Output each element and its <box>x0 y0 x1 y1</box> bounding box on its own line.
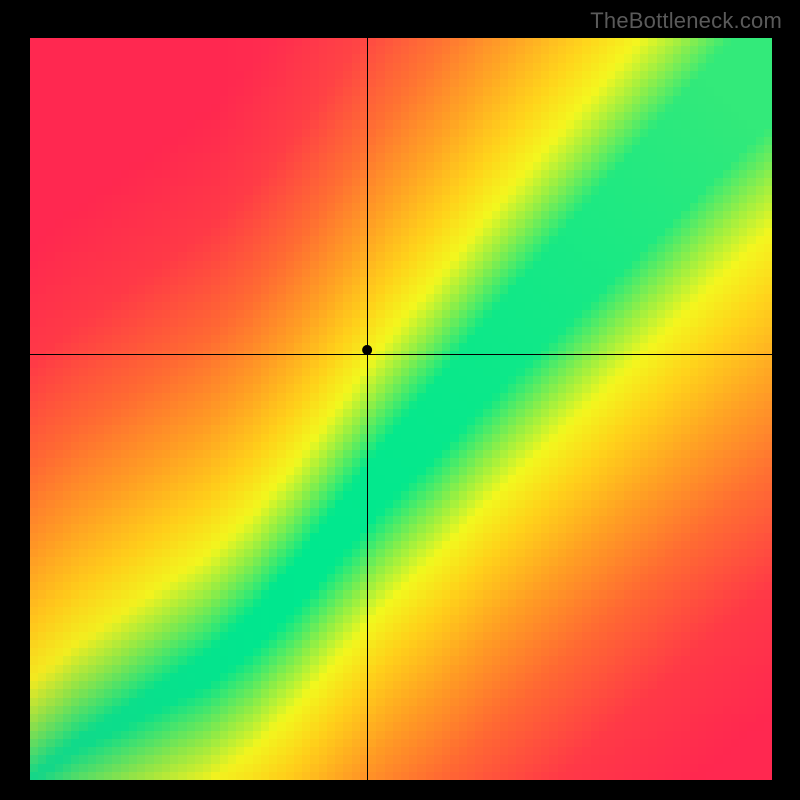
heatmap-plot <box>30 38 772 780</box>
watermark-text: TheBottleneck.com <box>590 8 782 34</box>
heatmap-canvas <box>30 38 772 780</box>
